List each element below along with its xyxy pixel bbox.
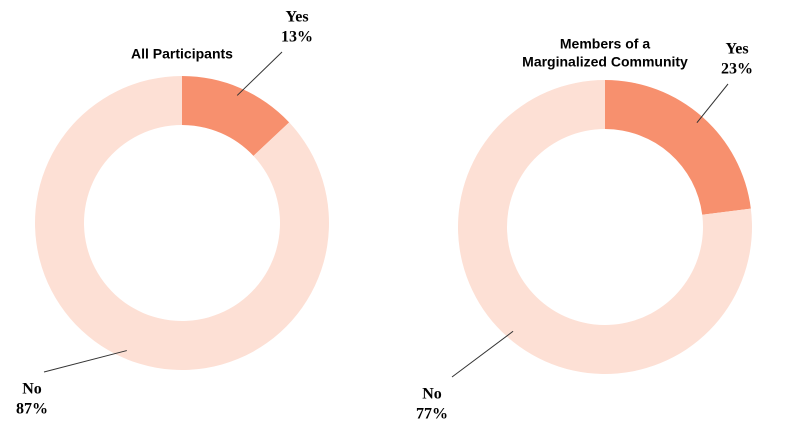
leader-line — [451, 330, 514, 378]
slice-value-label: 77% — [416, 406, 448, 421]
chart-title: Marginalized Community — [522, 54, 688, 70]
chart-title: Members of a — [560, 36, 650, 52]
leader-line — [236, 51, 283, 96]
chart-title: All Participants — [131, 46, 233, 62]
slice — [605, 80, 751, 215]
slice-label: No — [22, 381, 42, 398]
leader-line — [43, 350, 127, 373]
slice-value-label: 87% — [16, 401, 48, 418]
slice — [182, 76, 290, 156]
slice-label: Yes — [285, 9, 308, 26]
slice-value-label: 23% — [721, 61, 753, 78]
slice-label: Yes — [725, 41, 748, 58]
slice-value-label: 13% — [281, 29, 313, 46]
slice — [458, 80, 752, 374]
leader-line — [696, 83, 729, 124]
slice-label: No — [422, 386, 442, 403]
slice — [34, 76, 330, 371]
